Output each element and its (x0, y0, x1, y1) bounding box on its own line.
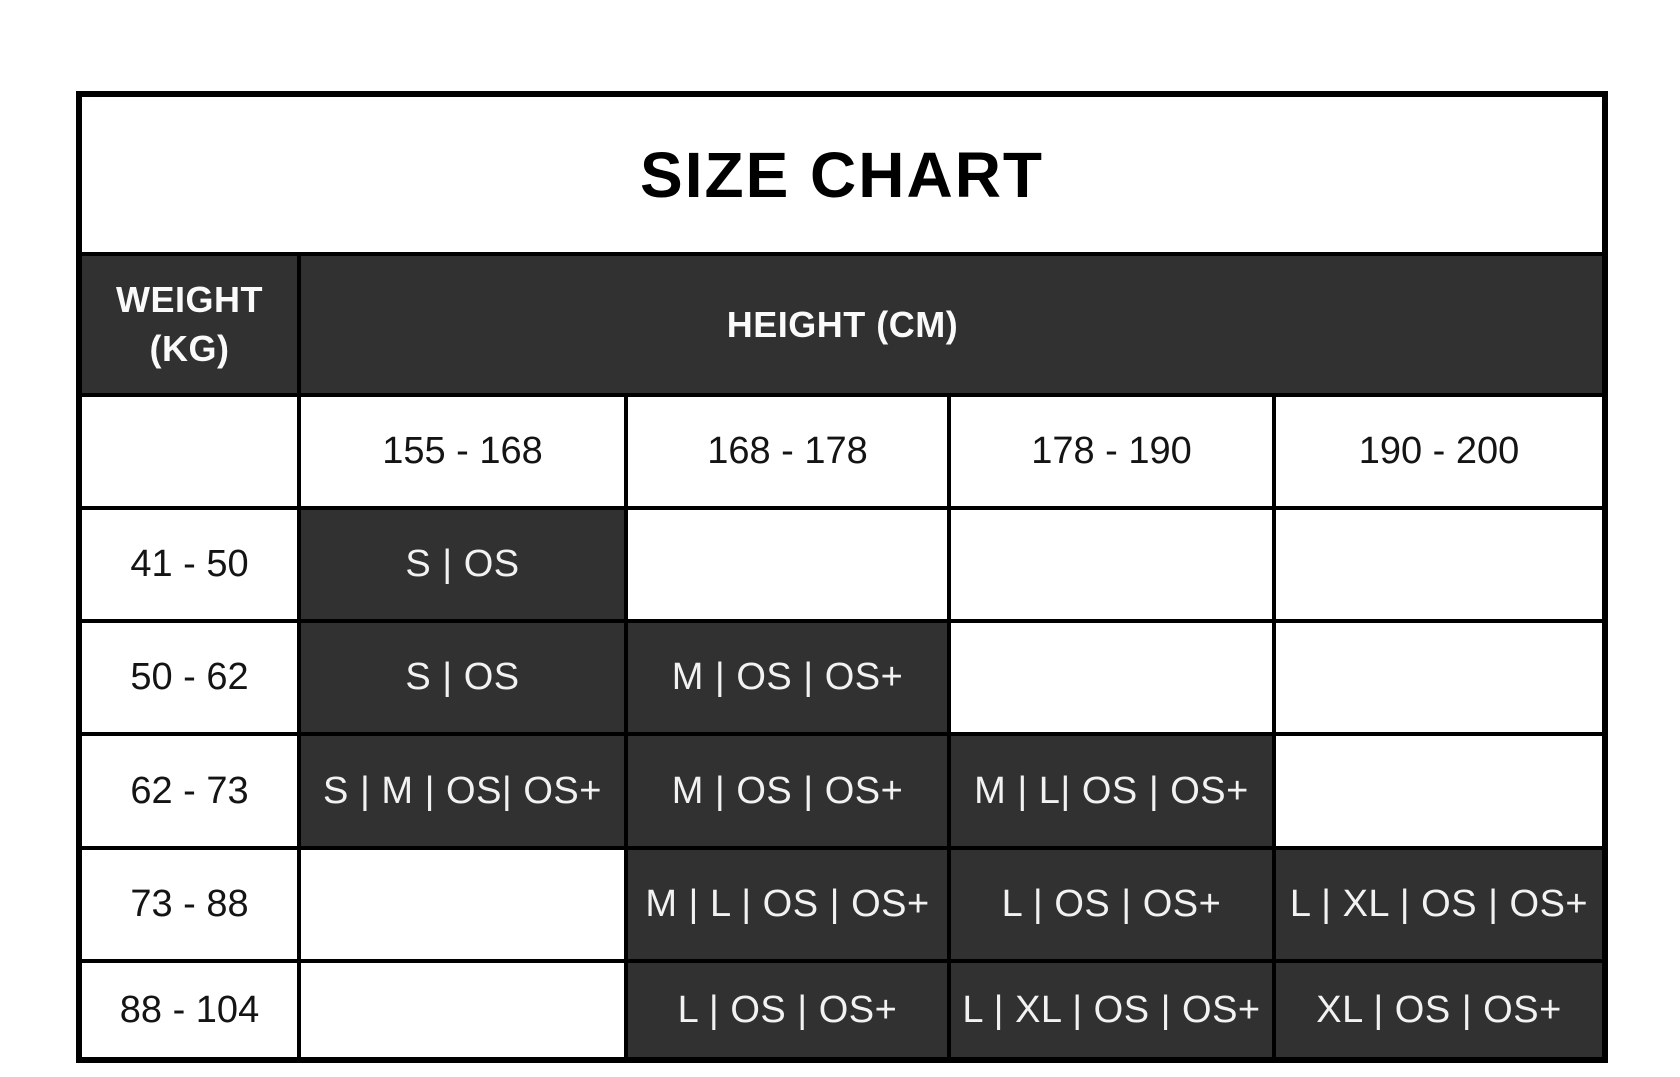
size-cell: L | XL | OS | OS+ (947, 959, 1276, 1062)
size-cell (1272, 732, 1607, 850)
weight-range-cell: 50 - 62 (77, 619, 301, 736)
size-cell: M | OS | OS+ (624, 732, 951, 850)
size-cell: L | XL | OS | OS+ (1272, 846, 1607, 963)
size-cell: XL | OS | OS+ (1272, 959, 1607, 1062)
size-cell: S | OS (297, 506, 628, 623)
size-cell: S | M | OS| OS+ (297, 732, 628, 850)
size-cell (1272, 619, 1607, 736)
table-row: 50 - 62 S | OS M | OS | OS+ (77, 619, 1607, 736)
weight-range-cell: 73 - 88 (77, 846, 301, 963)
size-cell (624, 506, 951, 623)
size-cell (1272, 506, 1607, 623)
size-cell: M | L| OS | OS+ (947, 732, 1276, 850)
size-cell: M | L | OS | OS+ (624, 846, 951, 963)
height-cm-header: HEIGHT (CM) (297, 252, 1607, 397)
size-cell: M | OS | OS+ (624, 619, 951, 736)
corner-cell (77, 393, 301, 510)
table-row: 41 - 50 S | OS (77, 506, 1607, 623)
table-row: 62 - 73 S | M | OS| OS+ M | OS | OS+ M |… (77, 732, 1607, 850)
size-cell (947, 506, 1276, 623)
header-row: WEIGHT (KG) HEIGHT (CM) (77, 252, 1607, 397)
height-range-cell: 190 - 200 (1272, 393, 1607, 510)
size-cell: L | OS | OS+ (947, 846, 1276, 963)
weight-kg-header: WEIGHT (KG) (77, 252, 301, 397)
height-range-cell: 168 - 178 (624, 393, 951, 510)
size-chart-table: SIZE CHART WEIGHT (KG) HEIGHT (CM) 155 -… (76, 91, 1608, 1063)
height-range-cell: 178 - 190 (947, 393, 1276, 510)
weight-range-cell: 41 - 50 (77, 506, 301, 623)
size-cell: L | OS | OS+ (624, 959, 951, 1062)
height-range-cell: 155 - 168 (297, 393, 628, 510)
table-row: 73 - 88 M | L | OS | OS+ L | OS | OS+ L … (77, 846, 1607, 963)
weight-range-cell: 62 - 73 (77, 732, 301, 850)
table-row: 88 - 104 L | OS | OS+ L | XL | OS | OS+ … (77, 959, 1607, 1062)
size-cell: S | OS (297, 619, 628, 736)
weight-range-cell: 88 - 104 (77, 959, 301, 1062)
chart-title: SIZE CHART (77, 92, 1607, 256)
title-row: SIZE CHART (77, 92, 1607, 256)
size-cell (297, 959, 628, 1062)
size-cell (297, 846, 628, 963)
height-range-row: 155 - 168 168 - 178 178 - 190 190 - 200 (77, 393, 1607, 510)
size-cell (947, 619, 1276, 736)
